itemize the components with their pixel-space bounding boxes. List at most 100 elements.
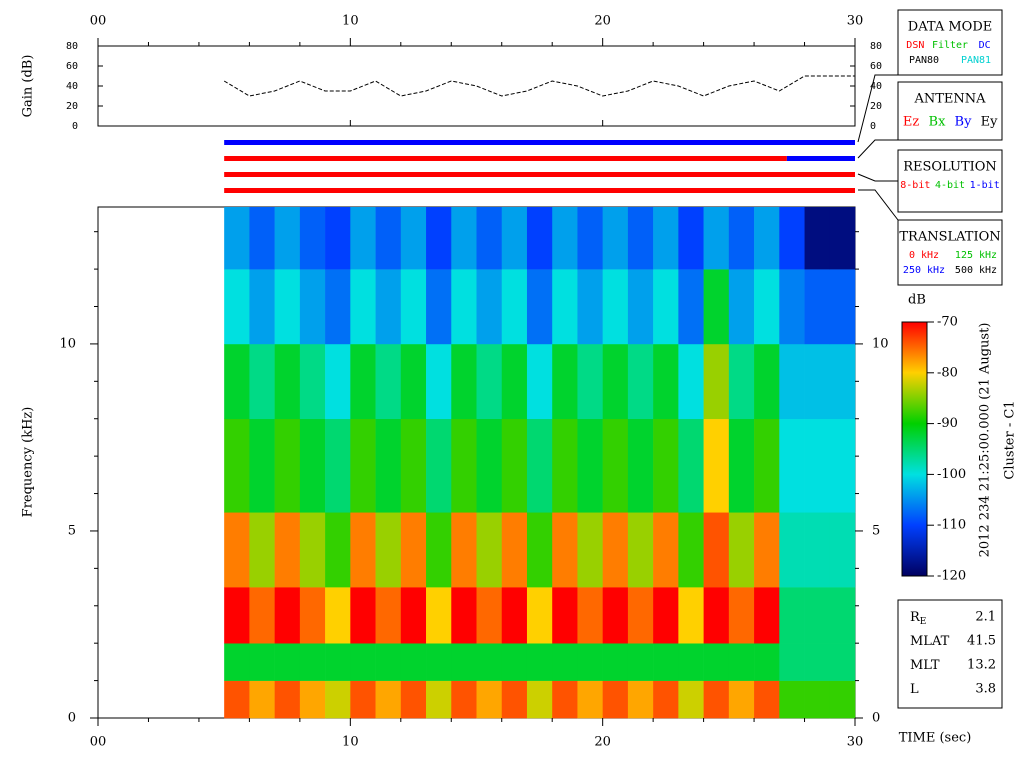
gain-frame [97, 45, 856, 127]
panel-item: 250 kHz [903, 265, 945, 276]
spectrogram-cell [476, 207, 503, 270]
spectrogram-cell [602, 343, 629, 420]
panel-title: RESOLUTION [903, 160, 997, 175]
spectrogram-cell [375, 643, 402, 681]
spectrogram-cell [274, 587, 301, 644]
status-bar [786, 156, 855, 161]
spectrogram-cell [325, 587, 351, 644]
spectrogram-cell [249, 269, 275, 345]
spectrogram-cell [653, 207, 679, 270]
y-tick-label: 5 [872, 523, 880, 538]
spectrogram-cell [627, 418, 654, 513]
spectrogram-cell [678, 343, 704, 420]
spectrogram-cell [426, 418, 452, 513]
spectrogram-cell [400, 418, 427, 513]
spectrogram-cell [602, 269, 629, 345]
spectrogram-cell [804, 207, 831, 270]
spectrogram-cell [754, 418, 780, 513]
colorbar-tick-label: -110 [937, 518, 966, 533]
connector [857, 74, 898, 143]
spectrogram-cell [678, 587, 704, 644]
spectrogram-cell [627, 512, 654, 588]
spectrogram-cell [249, 343, 275, 420]
spectrogram-cell [325, 269, 351, 345]
spectrogram-cell [299, 512, 326, 588]
y-tick-label: 0 [872, 711, 880, 726]
info-box [897, 599, 1003, 709]
info-value: 13.2 [967, 658, 996, 673]
spectrogram-cell [703, 343, 730, 420]
spectrogram-cell [577, 680, 603, 719]
spectrogram-cell [526, 680, 553, 719]
spectrogram-cell [577, 587, 603, 644]
spectrogram-cell [426, 207, 452, 270]
y-tick-label: 60 [870, 61, 882, 72]
spectrogram-cell [678, 418, 704, 513]
spectrogram-cell [577, 418, 603, 513]
y-tick-label: 40 [870, 81, 882, 92]
info-label: RE [910, 610, 926, 627]
spectrogram-cell [829, 643, 856, 681]
spectrogram-cell [829, 343, 856, 420]
x-tick-label: 10 [342, 735, 359, 750]
spectrogram-cell [703, 680, 730, 719]
spectrogram-cell [400, 207, 427, 270]
spectrogram-cell [375, 512, 402, 588]
panel-item: Bx [929, 115, 947, 130]
spectrogram-cell [754, 269, 780, 345]
spectrogram-cell [501, 343, 528, 420]
spectrogram-cell [501, 207, 528, 270]
mode-panel [897, 149, 1003, 213]
info-label: MLT [910, 658, 940, 673]
spectrogram-cell [552, 418, 578, 513]
gain-line [223, 75, 855, 97]
colorbar-tick-label: -90 [937, 416, 958, 431]
spectrogram-cell [829, 269, 856, 345]
connector [858, 189, 899, 221]
info-label-sub: E [920, 617, 927, 627]
spectrogram-cell [627, 343, 654, 420]
spectrogram-cell [526, 587, 553, 644]
status-bar [224, 140, 855, 145]
panel-item: DC [979, 40, 991, 51]
x-tick-label: 00 [90, 14, 107, 29]
spectrogram-cell [703, 512, 730, 588]
spectrogram-cell [476, 643, 503, 681]
info-label-text: MLT [910, 658, 940, 673]
spectrogram-cell [804, 418, 831, 513]
spectrogram-cell [426, 343, 452, 420]
spectrogram-cell [526, 343, 553, 420]
panel-item: DSN [906, 40, 924, 51]
spectrogram-cell [224, 512, 250, 588]
y-tick-label: 0 [870, 121, 876, 132]
colorbar-tick-label: -70 [937, 315, 958, 330]
x-tick-label: 20 [594, 14, 611, 29]
spectrogram-cell [476, 680, 503, 719]
spectrogram-cell [829, 207, 856, 270]
spectrogram-cell [552, 512, 578, 588]
spectrogram-cell [552, 680, 578, 719]
spectrogram-cell [728, 512, 755, 588]
panel-item: 4-bit [935, 180, 965, 191]
spectrogram-cell [274, 343, 301, 420]
y-tick-label: 20 [870, 101, 882, 112]
spectrogram-cell [375, 207, 402, 270]
spectrogram-cell [451, 512, 477, 588]
info-value: 41.5 [967, 634, 996, 649]
spectrogram-cell [451, 418, 477, 513]
spectrogram-cell [577, 643, 603, 681]
panel-item: By [955, 115, 973, 130]
spectrogram-cell [501, 680, 528, 719]
spectrogram-cell [325, 418, 351, 513]
spectrogram-cell [451, 643, 477, 681]
spectrogram-cell [325, 207, 351, 270]
spectrogram-cell [400, 343, 427, 420]
panel-item: 8-bit [900, 180, 930, 191]
spectrogram-cell [678, 680, 704, 719]
spectrogram-cell [829, 680, 856, 719]
spectrogram-cell [400, 587, 427, 644]
y-tick-label: 10 [59, 336, 76, 351]
spectrogram-cell [224, 343, 250, 420]
spectrogram-cell [375, 587, 402, 644]
spectrogram-cell [375, 269, 402, 345]
